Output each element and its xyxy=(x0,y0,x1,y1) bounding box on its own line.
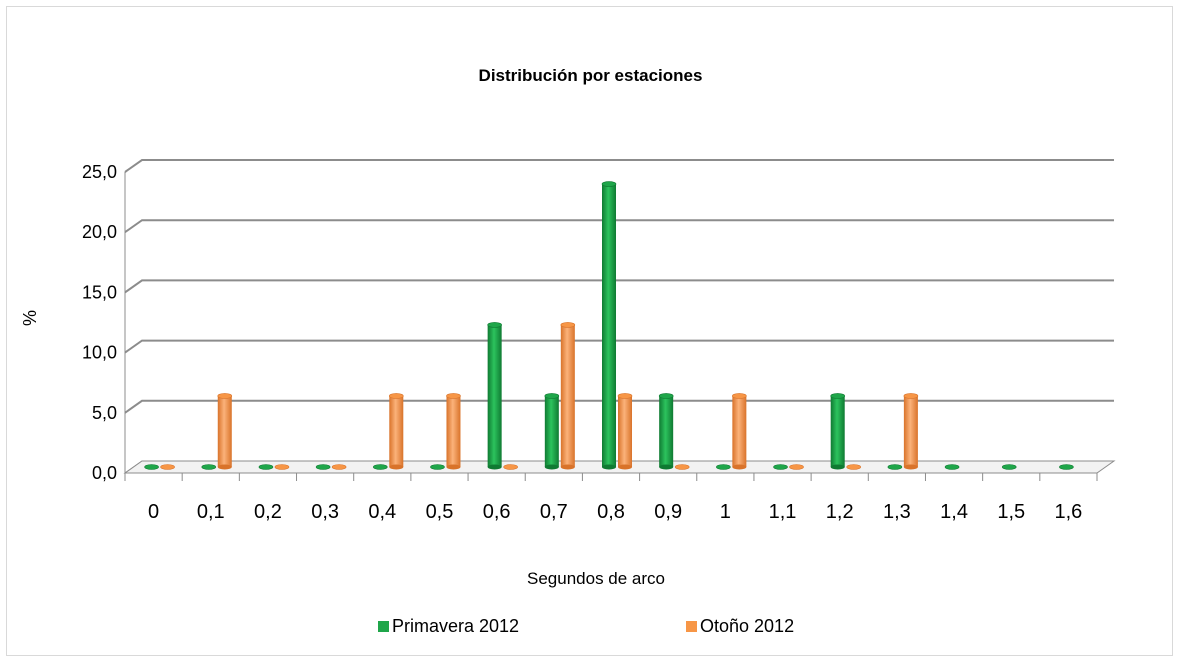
bar xyxy=(430,464,445,470)
gridline xyxy=(124,279,1114,294)
legend-label-otono: Otoño 2012 xyxy=(700,616,795,636)
bar xyxy=(160,464,175,470)
bar xyxy=(773,464,788,470)
bar xyxy=(732,393,747,470)
x-tick-label: 0,3 xyxy=(311,501,339,523)
bar xyxy=(503,464,518,470)
bar xyxy=(201,464,217,470)
bar xyxy=(887,464,903,470)
x-tick-label: 0,1 xyxy=(197,501,225,523)
bar xyxy=(1001,464,1017,470)
chart-title: Distribución por estaciones xyxy=(478,66,703,85)
bar xyxy=(544,393,560,470)
bar xyxy=(601,181,617,470)
x-tick-label: 1,6 xyxy=(1055,501,1083,523)
legend-swatch-otono xyxy=(686,621,697,632)
y-tick-label: 0,0 xyxy=(92,463,117,483)
bar xyxy=(217,393,233,470)
bar xyxy=(560,322,576,470)
bar xyxy=(658,393,674,470)
gridline xyxy=(124,399,1114,414)
x-axis-label: Segundos de arco xyxy=(527,569,665,588)
legend-item-otono: Otoño 2012 xyxy=(686,616,794,637)
x-tick-label: 0,5 xyxy=(426,501,454,523)
gridline xyxy=(124,339,1114,354)
y-axis-label: % xyxy=(20,310,40,326)
legend-label-primavera: Primavera 2012 xyxy=(392,616,520,636)
chart-frame xyxy=(6,6,1173,656)
bar xyxy=(315,464,331,470)
y-tick-label: 15,0 xyxy=(82,282,117,302)
y-tick-label: 10,0 xyxy=(82,343,117,363)
x-tick-label: 0 xyxy=(148,501,159,523)
y-tick-label: 20,0 xyxy=(82,222,117,242)
y-tick-label: 5,0 xyxy=(92,403,117,423)
x-tick-label: 1,5 xyxy=(997,501,1025,523)
bar xyxy=(1059,464,1074,470)
bar xyxy=(617,393,633,470)
x-tick-label: 0,9 xyxy=(654,501,682,523)
legend-swatch-primavera xyxy=(378,621,389,632)
bar xyxy=(674,464,690,470)
x-tick-label: 1,2 xyxy=(826,501,854,523)
bar xyxy=(716,464,731,470)
bar xyxy=(830,393,846,470)
x-tick-label: 1,4 xyxy=(940,501,968,523)
x-tick-label: 0,6 xyxy=(483,501,511,523)
legend-item-primavera: Primavera 2012 xyxy=(378,616,519,637)
bar xyxy=(944,464,960,470)
x-tick-label: 0,7 xyxy=(540,501,568,523)
x-tick-label: 1,1 xyxy=(769,501,797,523)
x-tick-label: 1,3 xyxy=(883,501,911,523)
bar xyxy=(258,464,274,470)
bar xyxy=(789,464,804,470)
bar xyxy=(903,393,919,470)
x-tick-label: 0,4 xyxy=(368,501,396,523)
y-tick-label: 25,0 xyxy=(82,162,117,182)
legend: Primavera 2012 Otoño 2012 xyxy=(0,616,1181,640)
bar xyxy=(388,393,404,470)
gridline xyxy=(124,159,1114,173)
bar xyxy=(144,464,159,470)
bar xyxy=(372,464,388,470)
bar xyxy=(487,322,502,470)
x-tick-label: 0,8 xyxy=(597,501,625,523)
bar xyxy=(446,393,461,470)
bar xyxy=(331,464,347,470)
bar xyxy=(274,464,290,470)
x-tick-label: 1 xyxy=(720,501,731,523)
x-tick-label: 0,2 xyxy=(254,501,282,523)
gridline xyxy=(124,219,1114,234)
bar xyxy=(846,464,862,470)
